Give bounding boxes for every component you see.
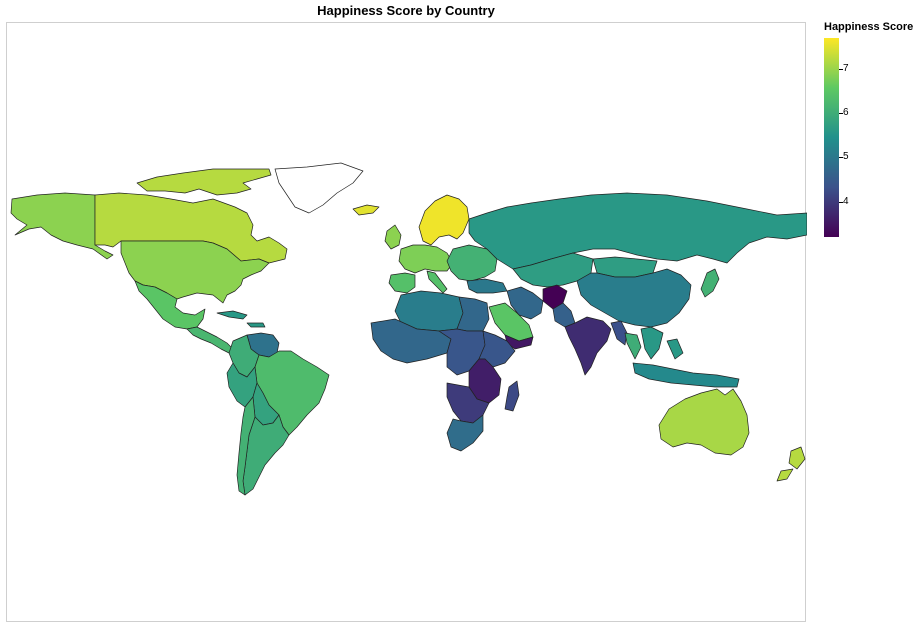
- country-uk[interactable]: [384, 224, 402, 250]
- country-canada-arctic[interactable]: [136, 168, 272, 196]
- country-chile[interactable]: [236, 396, 256, 496]
- country-japan[interactable]: [700, 268, 720, 298]
- country-iran[interactable]: [506, 286, 544, 320]
- region-eastern-europe[interactable]: [446, 244, 498, 282]
- world-map: [10, 162, 807, 496]
- legend-tick-mark: [839, 68, 843, 70]
- region-western-europe[interactable]: [398, 244, 454, 274]
- country-russia[interactable]: [468, 192, 807, 270]
- legend-color-bar: [824, 38, 839, 237]
- country-mexico[interactable]: [134, 280, 206, 330]
- country-indonesia[interactable]: [632, 362, 740, 388]
- country-new-zealand[interactable]: [776, 446, 806, 482]
- region-central-america[interactable]: [186, 326, 234, 354]
- chart-title: Happiness Score by Country: [317, 3, 495, 18]
- map-frame: [6, 22, 807, 622]
- region-scandinavia[interactable]: [418, 194, 470, 246]
- legend-tick-label: 5: [843, 151, 849, 163]
- region-caribbean[interactable]: [216, 310, 266, 328]
- legend-tick-label: 6: [843, 107, 849, 119]
- country-spain[interactable]: [388, 272, 416, 294]
- country-india[interactable]: [564, 316, 612, 376]
- country-iceland[interactable]: [352, 204, 380, 216]
- country-greenland[interactable]: [274, 162, 364, 214]
- legend-tick-label: 4: [843, 195, 849, 207]
- legend-title: Happiness Score: [824, 21, 914, 33]
- region-west-africa[interactable]: [370, 318, 452, 364]
- legend-tick-mark: [839, 201, 843, 203]
- country-myanmar[interactable]: [610, 320, 628, 346]
- country-madagascar[interactable]: [504, 380, 520, 412]
- country-south-africa[interactable]: [446, 414, 484, 452]
- country-italy[interactable]: [426, 270, 448, 294]
- legend-tick-label: 7: [843, 62, 849, 74]
- country-turkey[interactable]: [466, 278, 508, 294]
- region-southeast-asia[interactable]: [640, 326, 684, 360]
- legend-tick-mark: [839, 157, 843, 159]
- country-thailand[interactable]: [624, 332, 642, 360]
- legend-tick-mark: [839, 113, 843, 115]
- country-china[interactable]: [576, 268, 692, 328]
- country-australia[interactable]: [658, 388, 750, 456]
- region-horn-of-africa[interactable]: [478, 330, 516, 368]
